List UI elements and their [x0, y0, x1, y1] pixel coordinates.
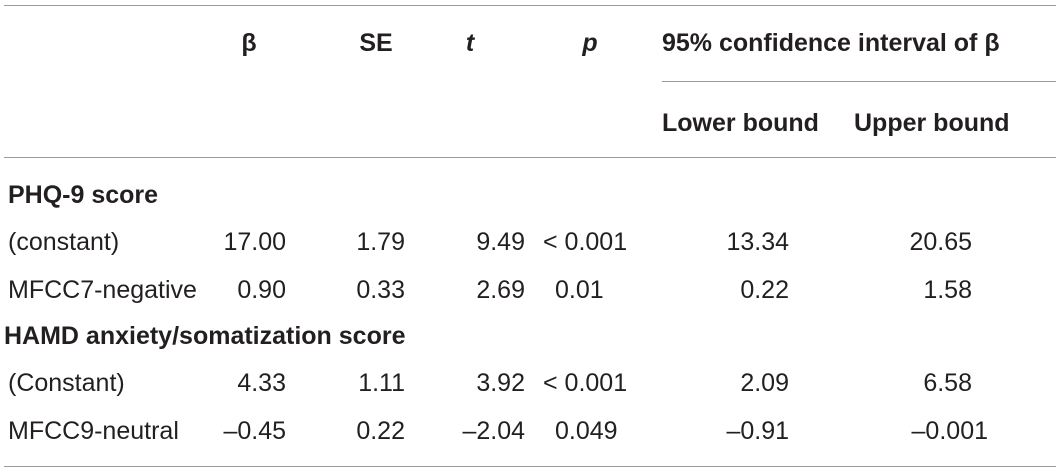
cell-t: 3.92: [476, 369, 525, 397]
cell-se: 1.11: [358, 369, 405, 397]
cell-lower: 0.22: [740, 276, 789, 304]
cell-p: 0.049: [555, 417, 618, 445]
header-ci: 95% confidence interval of β: [662, 29, 1000, 57]
row-label: (constant): [8, 228, 120, 256]
header-rule: [4, 157, 1056, 158]
cell-beta: 4.33: [237, 369, 286, 397]
cell-se: 1.79: [356, 228, 405, 256]
section-title-hamd: HAMD anxiety/somatization score: [4, 322, 406, 350]
cell-upper: 1.58: [923, 276, 972, 304]
cell-upper: 20.65: [909, 228, 972, 256]
row-label: MFCC7-negative: [8, 276, 197, 304]
cell-t: –2.04: [462, 417, 525, 445]
row-label: MFCC9-neutral: [8, 417, 179, 445]
section-title-phq9: PHQ-9 score: [8, 181, 159, 209]
header-beta: β: [241, 29, 257, 57]
cell-upper: 6.58: [923, 369, 972, 397]
cell-beta: 0.90: [237, 276, 286, 304]
cell-beta: 17.00: [223, 228, 286, 256]
header-t: t: [465, 29, 475, 57]
header-upper-bound: Upper bound: [854, 109, 1010, 137]
header-lower-bound: Lower bound: [662, 109, 819, 137]
cell-lower: 2.09: [740, 369, 789, 397]
bottom-rule: [4, 466, 1056, 467]
header-se: SE: [359, 29, 393, 57]
row-label: (Constant): [8, 369, 125, 397]
cell-se: 0.33: [356, 276, 405, 304]
cell-p: 0.01: [555, 276, 604, 304]
cell-se: 0.22: [356, 417, 405, 445]
cell-lower: –0.91: [726, 417, 789, 445]
cell-p: < 0.001: [543, 228, 628, 256]
cell-upper: –0.001: [911, 417, 988, 445]
cell-t: 9.49: [476, 228, 525, 256]
ci-rule: [662, 81, 1056, 82]
top-rule: [4, 5, 1056, 6]
cell-p: < 0.001: [543, 369, 628, 397]
header-p: p: [582, 29, 598, 57]
cell-lower: 13.34: [726, 228, 789, 256]
cell-t: 2.69: [476, 276, 525, 304]
cell-beta: –0.45: [223, 417, 286, 445]
